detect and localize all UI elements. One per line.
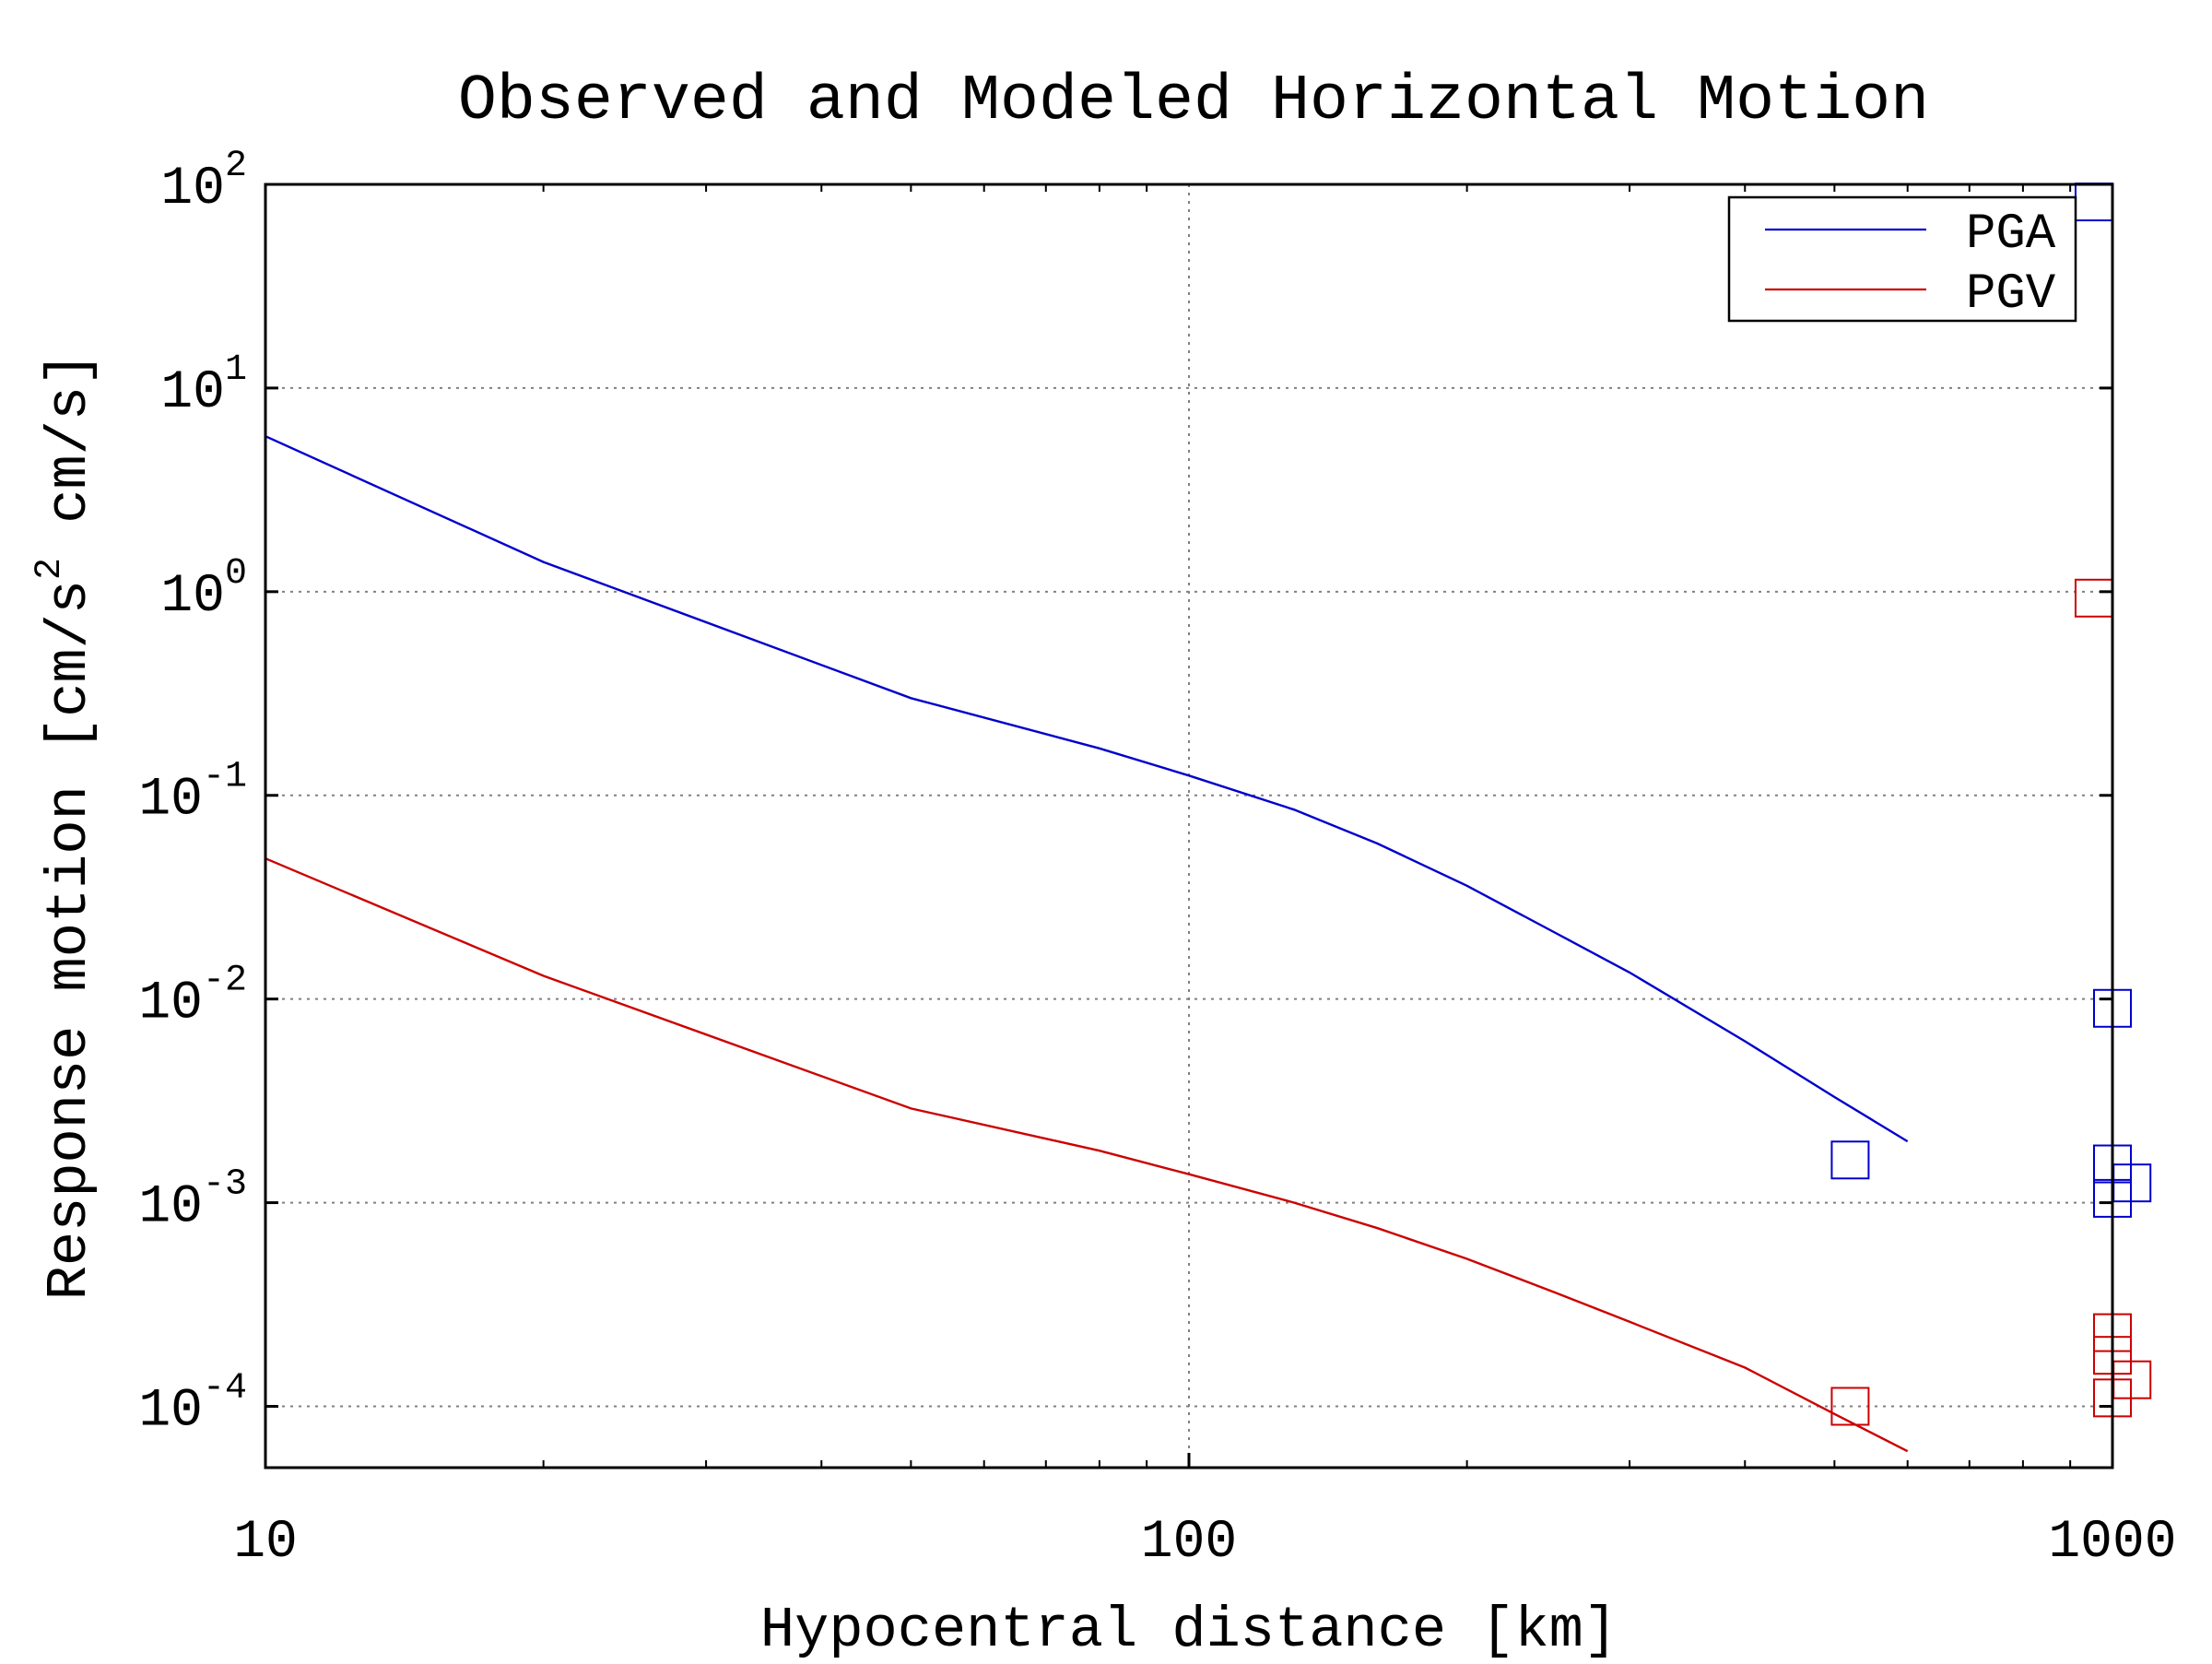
- y-tick-exponent: -2: [203, 961, 247, 1002]
- y-tick-exponent: -4: [203, 1367, 247, 1409]
- y-axis-label-superscript: 2: [29, 558, 71, 580]
- y-tick-label: 102: [160, 146, 247, 219]
- y-tick-exponent: 1: [225, 349, 247, 391]
- y-tick-exponent: -1: [203, 757, 247, 798]
- y-tick-exponent: 0: [225, 553, 247, 595]
- x-tick-label: 100: [1141, 1513, 1237, 1573]
- y-axis-label-suffix: cm/s]: [37, 352, 102, 558]
- y-tick-label: 100: [160, 553, 247, 627]
- y-tick-base: 10: [138, 1178, 203, 1238]
- x-tick-label: 1000: [2048, 1513, 2176, 1573]
- x-tick-label: 10: [233, 1513, 298, 1573]
- plot-frame: [264, 183, 2114, 1469]
- y-tick-label: 10-4: [138, 1367, 247, 1441]
- series-line-pgv: [265, 857, 1909, 1453]
- y-tick-label: 101: [160, 349, 247, 423]
- y-axis-label-prefix: Response motion [cm/s: [37, 580, 102, 1300]
- y-tick-base: 10: [160, 159, 225, 219]
- y-tick-base: 10: [138, 974, 203, 1034]
- y-tick-base: 10: [160, 567, 225, 627]
- y-tick-exponent: -3: [203, 1164, 247, 1206]
- observed-point-pgv: [1830, 1387, 1870, 1426]
- legend-label-pgv: PGV: [1966, 266, 2056, 323]
- y-tick-base: 10: [160, 363, 225, 423]
- y-tick-label: 10-1: [138, 757, 247, 831]
- y-tick-exponent: 2: [225, 146, 247, 187]
- series-line-pga: [265, 435, 1909, 1143]
- y-tick-label: 10-3: [138, 1164, 247, 1238]
- x-axis-label: Hypocentral distance [km]: [760, 1598, 1618, 1659]
- legend: PGA PGV: [1727, 195, 2077, 323]
- grid: [265, 184, 2112, 1468]
- legend-label-pga: PGA: [1966, 207, 2056, 263]
- y-tick-base: 10: [138, 1381, 203, 1441]
- y-tick-label: 10-2: [138, 961, 247, 1034]
- chart-title: Observed and Modeled Horizontal Motion: [458, 65, 1929, 138]
- observed-point-pga: [1830, 1140, 1870, 1180]
- y-tick-base: 10: [138, 771, 203, 831]
- legend-box: [1727, 195, 2077, 323]
- y-axis-label: Response motion [cm/s2 cm/s]: [29, 352, 102, 1301]
